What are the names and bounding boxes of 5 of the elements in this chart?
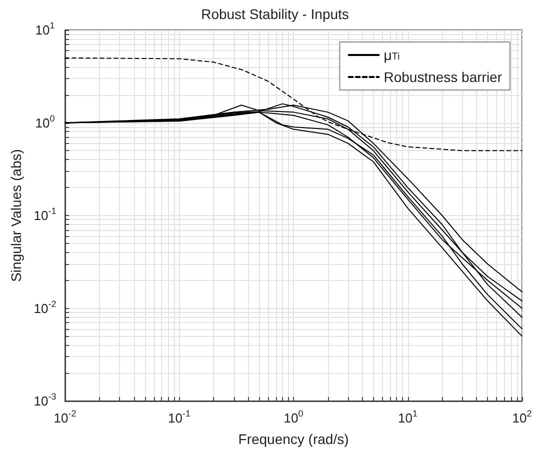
legend-label: Robustness barrier [384,69,502,85]
legend-label: μTi [384,47,400,63]
chart-title: Robust Stability - Inputs [201,6,349,22]
y-axis-title: Singular Values (abs) [8,149,24,282]
x-axis-title: Frequency (rad/s) [238,430,349,447]
